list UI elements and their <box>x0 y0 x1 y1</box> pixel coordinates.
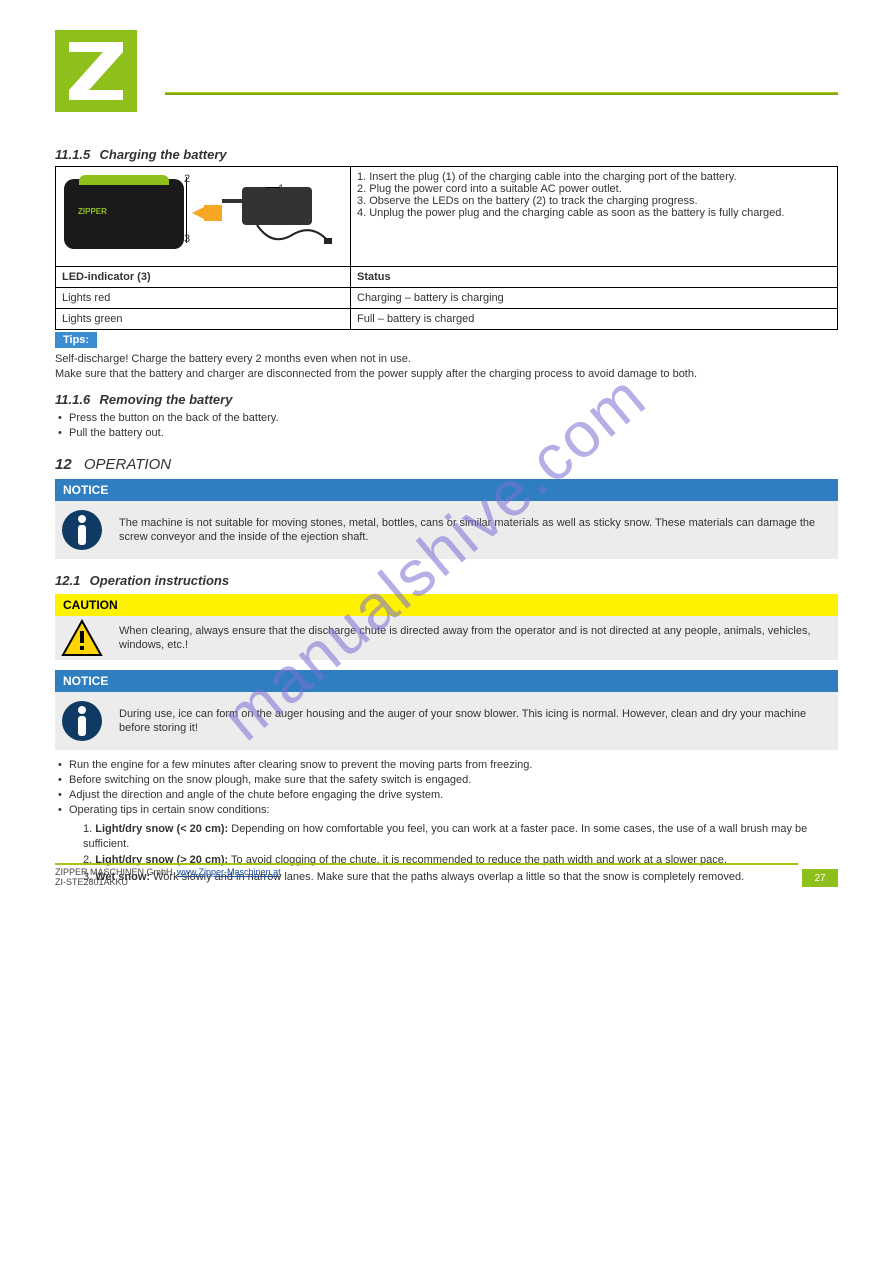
tips-body: Self-discharge! Charge the battery every… <box>55 352 838 382</box>
marker-3: 3 <box>184 233 190 245</box>
charging-table: ZIPPER 2 3 1 1. Insert the plug (1) of t… <box>55 166 838 267</box>
led-status-table: LED-indicator (3) Status Lights red Char… <box>55 266 838 330</box>
tips-label: Tips: <box>55 332 97 348</box>
caution-callout: CAUTION When clearing, always ensure tha… <box>55 594 838 660</box>
footer-rule <box>55 863 798 865</box>
chapter-number: 12 <box>55 456 72 473</box>
step-4: 4. Unplug the power plug and the chargin… <box>357 207 831 219</box>
condition-row: 1. Light/dry snow (< 20 cm): Depending o… <box>83 822 838 852</box>
footer-link[interactable]: www.Zipper-Maschinen.at <box>177 867 281 877</box>
notice-header: NOTICE <box>55 479 838 501</box>
brand-logo <box>55 30 137 112</box>
notice-icon <box>55 700 109 742</box>
operation-bullets: Run the engine for a few minutes after c… <box>55 758 838 817</box>
step-1: 1. Insert the plug (1) of the charging c… <box>357 171 831 183</box>
caution-header: CAUTION <box>55 594 838 616</box>
table-row: Lights green Full – battery is charged <box>56 309 838 330</box>
list-item: Pull the battery out. <box>55 426 838 441</box>
arrow-icon <box>192 205 222 221</box>
section-11-1-5-heading: 11.1.5 Charging the battery <box>55 147 838 162</box>
charging-steps-cell: 1. Insert the plug (1) of the charging c… <box>351 167 838 267</box>
battery-illustration: ZIPPER <box>64 179 184 249</box>
condition-num: 1. <box>83 823 92 835</box>
condition-row: 2. Light/dry snow (> 20 cm): To avoid cl… <box>83 853 838 868</box>
charger-illustration <box>242 187 312 225</box>
led-green: Lights green <box>56 309 351 330</box>
remove-battery-list: Press the button on the back of the batt… <box>55 411 838 441</box>
section-title: Operation instructions <box>90 573 229 588</box>
caution-text: When clearing, always ensure that the di… <box>109 618 838 660</box>
section-12-1-heading: 12.1 Operation instructions <box>55 573 838 588</box>
list-item: Adjust the direction and angle of the ch… <box>55 788 838 803</box>
table-header-status: Status <box>351 267 838 288</box>
section-title: Charging the battery <box>100 147 227 162</box>
footer-company: ZIPPER MASCHINEN GmbH <box>55 867 173 877</box>
step-3: 3. Observe the LEDs on the battery (2) t… <box>357 195 831 207</box>
notice-callout-1: NOTICE The machine is not suitable for m… <box>55 479 838 559</box>
section-number: 11.1.5 <box>55 147 90 162</box>
cable-illustration <box>252 223 332 249</box>
status-charging: Charging – battery is charging <box>351 288 838 309</box>
notice-callout-2: NOTICE During use, ice can form on the a… <box>55 670 838 750</box>
notice-header: NOTICE <box>55 670 838 692</box>
list-item: Press the button on the back of the batt… <box>55 411 838 426</box>
header-rule <box>165 92 838 95</box>
section-11-1-6-heading: 11.1.6 Removing the battery <box>55 392 838 407</box>
status-full: Full – battery is charged <box>351 309 838 330</box>
page-footer: ZIPPER MASCHINEN GmbH www.Zipper-Maschin… <box>55 867 838 887</box>
list-item: Before switching on the snow plough, mak… <box>55 773 838 788</box>
notice-text: During use, ice can form on the auger ho… <box>109 701 838 743</box>
list-item: Run the engine for a few minutes after c… <box>55 758 838 773</box>
step-2: 2. Plug the power cord into a suitable A… <box>357 183 831 195</box>
list-item: Operating tips in certain snow condition… <box>55 803 838 818</box>
marker-1: 1 <box>278 183 284 195</box>
section-number: 11.1.6 <box>55 392 90 407</box>
notice-text: The machine is not suitable for moving s… <box>109 510 838 552</box>
section-number: 12.1 <box>55 573 80 588</box>
page-number: 27 <box>802 869 838 887</box>
chapter-title: OPERATION <box>84 456 171 473</box>
marker-2: 2 <box>184 173 190 185</box>
led-red: Lights red <box>56 288 351 309</box>
charging-image-cell: ZIPPER 2 3 1 <box>56 167 351 267</box>
table-row: Lights red Charging – battery is chargin… <box>56 288 838 309</box>
chapter-12-heading: 12 OPERATION <box>55 456 838 473</box>
section-title: Removing the battery <box>100 392 233 407</box>
footer-model: ZI-STE2801AKKU <box>55 877 128 887</box>
marker-line-1 <box>266 187 280 188</box>
notice-icon <box>55 509 109 551</box>
warning-icon <box>55 619 109 657</box>
table-header-led: LED-indicator (3) <box>56 267 351 288</box>
condition-head: Light/dry snow (< 20 cm): <box>95 823 228 835</box>
